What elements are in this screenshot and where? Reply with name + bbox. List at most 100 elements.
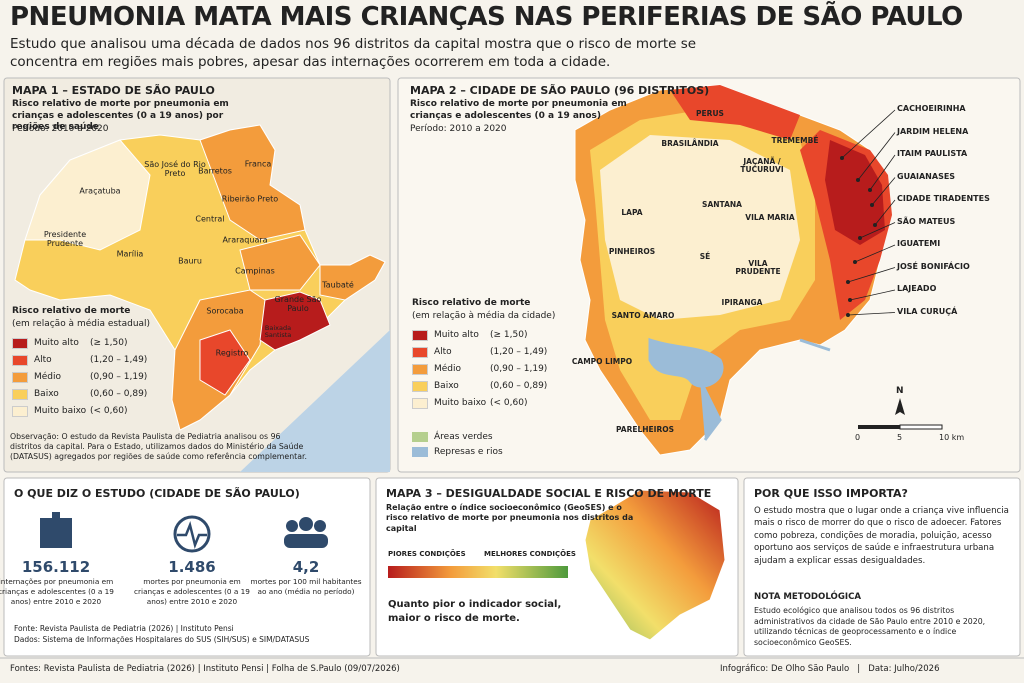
stat-label: internações por pneumonia em crianças e … [0,577,114,606]
region-label: Grande São Paulo [274,295,322,313]
map3-shape [584,489,726,641]
map1-subtitle: Risco relativo de morte por pneumonia em… [12,99,229,133]
panel [743,477,1021,657]
legend-label: Baixo [434,381,459,391]
scale-label: 10 km [939,433,965,442]
footer-sources: Fontes: Revista Paulista de Pediatria (2… [10,664,400,674]
legend-range: (≥ 1,50) [90,338,128,348]
legend-label: Médio [34,372,62,382]
district-label: BRASILÂNDIA [661,138,719,148]
leader-dot [873,223,877,227]
legend-label: Baixo [34,389,59,399]
district-label: SANTO AMARO [611,310,675,320]
map2-subtitle: Risco relativo de morte por pneumonia em… [410,99,627,121]
legend-label: Alto [434,347,452,357]
callout-label: ITAIM PAULISTA [897,149,968,158]
legend-swatch [12,355,28,366]
leader-dot [858,236,862,240]
map2-title: MAPA 2 – CIDADE DE SÃO PAULO (96 DISTRIT… [410,84,710,97]
note: Observação: O estudo da Revista Paulista… [10,432,307,462]
leader-dot [868,188,872,192]
reservoir [648,337,831,441]
legend-swatch [12,406,28,417]
district-label: IPIRANGA [721,297,763,307]
leader-line [841,109,896,159]
region-label: Campinas [235,266,275,276]
people-icon [299,517,313,531]
callout-label: JARDIM HELENA [897,126,969,136]
district-label: CAMPO LIMPO [571,356,633,366]
scale-right: MELHORES CONDIÇÕES [484,550,576,558]
legend-title: Risco relativo de morte [412,298,531,308]
leader-dot [840,156,844,160]
title: PNEUMONIA MATA MAIS CRIANÇAS NAS PERIFER… [10,2,963,32]
map1-period: Período: 2010 a 2020 [12,124,109,134]
legend-swatch [412,347,428,358]
footer-credits: Infográfico: De Olho São Paulo | Data: J… [720,664,940,674]
leader-dot [848,298,852,302]
legend-label: Represas e rios [434,447,503,457]
district-label: SÉ [699,251,711,261]
legend-range: (≥ 1,50) [490,330,528,340]
callout-label: IGUATEMI [897,239,941,248]
legend-label: Muito alto [434,330,479,340]
legend-subtitle: (em relação à média da cidade) [412,311,556,321]
region-label: São José do Rio Preto [144,160,206,178]
district-label: TREMEMBÉ [771,135,819,145]
data-source: Dados: Sistema de Informações Hospitalar… [14,635,310,644]
why-title: POR QUE ISSO IMPORTA? [754,487,908,500]
callout-label: LAJEADO [897,284,937,293]
pulse-icon [173,515,211,553]
region [199,329,251,396]
region [670,85,800,140]
legend-range: (< 0,60) [90,406,128,416]
panel [3,477,371,657]
district-label: VILA PRUDENTE [735,258,781,276]
region [319,254,386,301]
pulse-icon [177,520,207,550]
map1-title: MAPA 1 – ESTADO DE SÃO PAULO [12,84,215,97]
map2-period: Período: 2010 a 2020 [410,124,507,134]
legend-range: (0,90 – 1,19) [490,364,548,374]
district-label: PARELHEIROS [615,424,675,434]
leader-dot [846,313,850,317]
scale-label: 5 [897,433,903,442]
region-label: Baixada Santista [264,323,292,339]
legend-label: Médio [434,364,462,374]
legend-swatch [12,338,28,349]
map3-title: MAPA 3 – DESIGUALDADE SOCIAL E RISCO DE … [386,487,712,500]
district-label: PINHEIROS [608,246,656,256]
region [600,135,800,320]
callout-label: CACHOEIRINHA [897,104,966,113]
region [24,139,151,251]
why-text: O estudo mostra que o lugar onde a crian… [754,506,1009,566]
callout-label: GUAIANASES [897,171,956,181]
region-label: Araraquara [222,235,268,245]
leader-line [859,222,896,239]
legend-label: Muito baixo [434,398,487,408]
stat-value: 4,2 [292,558,320,576]
leader-line [871,177,896,206]
leader-line [847,267,896,283]
ocean [240,330,390,472]
legend-label: Muito alto [34,338,79,348]
leader-dot [846,280,850,284]
legend-swatch [412,364,428,375]
leader-line [857,132,896,181]
region-label: Franca [244,159,272,169]
legend-swatch [412,330,428,341]
leader-line [847,312,896,316]
people-icon [284,534,328,548]
leader-line [874,199,896,226]
scale-bar [899,424,943,430]
legend-swatch [412,381,428,392]
stat-label: mortes por 100 mil habitantes ao ano (mé… [250,577,362,596]
region-label: Marília [116,249,144,259]
region-label: Bauru [178,256,202,266]
note-title: NOTA METODOLÓGICA [754,592,862,602]
region-label: Araçatuba [79,186,121,196]
hospital-icon [52,512,60,520]
stat-value: 156.112 [21,558,91,576]
